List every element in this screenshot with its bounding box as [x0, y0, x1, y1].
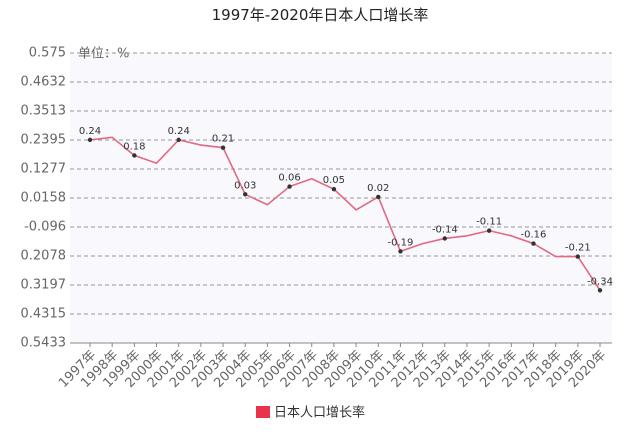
series-line: [89, 136, 601, 291]
value-label: 0.24: [168, 126, 190, 137]
y-tick-label: 0.5433: [21, 336, 67, 351]
point: [287, 184, 292, 189]
y-tick-label: 0.4315: [21, 307, 67, 322]
value-label: 0.21: [212, 134, 234, 145]
plot-area: [70, 53, 612, 343]
y-tick-label: 0.2395: [21, 133, 67, 148]
y-tick-label: 0.3197: [21, 278, 67, 293]
y-tick-label: 0.2078: [21, 248, 67, 263]
legend-label: 日本人口增长率: [274, 405, 365, 421]
y-tick-label: 0.0158: [21, 191, 67, 206]
y-tick-label: 0.4632: [21, 74, 67, 89]
point: [597, 288, 603, 293]
point: [531, 241, 536, 246]
value-label: -0.11: [476, 217, 502, 228]
value-label: -0.19: [387, 237, 413, 248]
y-tick-label: 0.1277: [21, 161, 67, 176]
point: [176, 137, 181, 143]
y-tick-label: -0.096: [24, 220, 66, 235]
legend-swatch: [256, 406, 270, 418]
point: [331, 186, 337, 192]
value-label: -0.16: [521, 230, 547, 241]
point: [486, 228, 492, 233]
y-tick-label: 0.575: [29, 46, 66, 61]
value-label: -0.14: [432, 224, 458, 235]
value-label: 0.06: [278, 173, 300, 184]
value-label: 0.03: [234, 180, 256, 191]
point: [220, 145, 226, 150]
chart-title: 1997年-2020年日本人口增长率: [212, 6, 429, 24]
point: [243, 192, 248, 197]
point: [575, 254, 581, 259]
value-label: 0.05: [323, 175, 345, 186]
point: [398, 249, 403, 254]
value-label: 0.24: [79, 126, 101, 137]
point: [132, 153, 137, 158]
y-tick-label: 0.3513: [21, 104, 67, 119]
point: [87, 137, 93, 143]
value-label: 0.18: [123, 141, 145, 152]
point: [442, 236, 447, 241]
value-label: -0.21: [565, 243, 591, 254]
value-label: -0.34: [587, 276, 613, 287]
point: [376, 194, 381, 200]
value-label: 0.02: [367, 183, 389, 194]
y-axis-label: 单位：%: [78, 47, 129, 62]
